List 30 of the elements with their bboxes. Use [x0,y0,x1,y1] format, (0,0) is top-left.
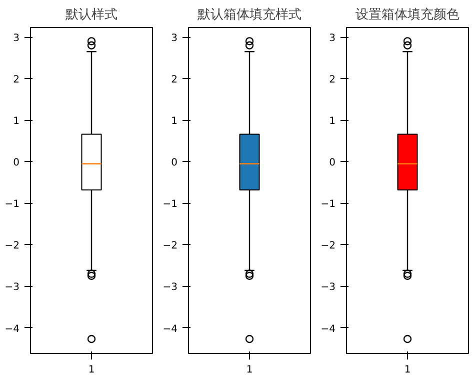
y-tick-label: 3 [171,33,178,44]
y-tick-label: −2 [320,240,336,252]
y-tick-label: −3 [162,282,178,294]
y-tick-label: −1 [320,199,336,210]
y-tick-label: 3 [13,33,20,44]
y-tick-label: 1 [329,116,336,128]
x-tick-label: 1 [404,364,411,375]
y-tick-label: −1 [4,199,20,210]
y-tick-label: −2 [162,240,178,252]
y-tick-label: 1 [13,116,20,128]
y-tick-label: 2 [329,74,336,86]
chart-title: 默认样式 [64,8,118,22]
y-tick-label: 1 [171,116,178,128]
chart-title: 默认箱体填充样式 [196,8,302,22]
y-tick-label: −4 [4,324,20,335]
y-tick-label: 3 [329,33,336,44]
y-tick-label: 2 [13,74,20,86]
y-tick-label: −3 [320,282,336,294]
x-tick-label: 1 [88,364,95,375]
x-tick-label: 1 [246,364,253,375]
y-tick-label: 0 [171,158,178,169]
y-tick-label: 2 [171,74,178,86]
y-tick-label: −2 [4,240,20,252]
y-tick-label: 0 [13,158,20,169]
chart-title: 设置箱体填充颜色 [356,8,460,22]
y-tick-label: −1 [162,199,178,210]
y-tick-label: −3 [4,282,20,294]
y-tick-label: −4 [162,324,178,335]
y-tick-label: −4 [320,324,336,335]
y-tick-label: 0 [329,158,336,169]
